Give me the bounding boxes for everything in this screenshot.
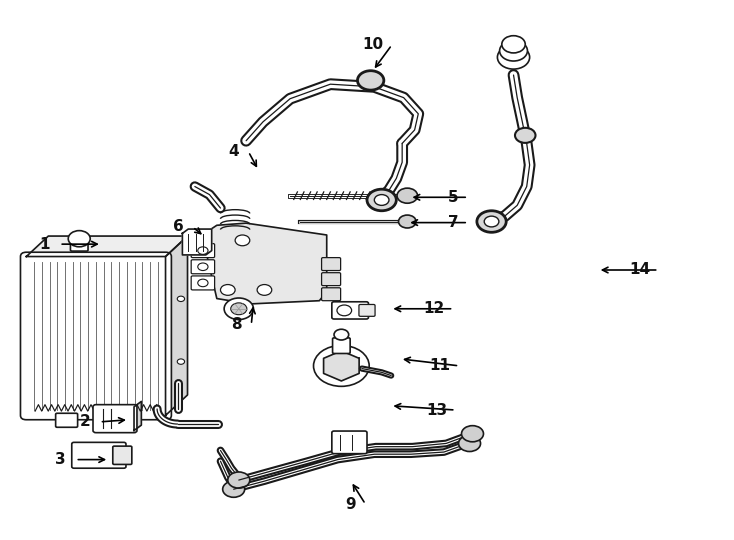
FancyBboxPatch shape	[321, 258, 341, 271]
Circle shape	[313, 346, 369, 386]
Circle shape	[397, 188, 418, 203]
Polygon shape	[26, 236, 187, 256]
Circle shape	[68, 231, 90, 247]
Circle shape	[230, 303, 247, 315]
Text: 10: 10	[363, 37, 383, 52]
FancyBboxPatch shape	[56, 413, 78, 427]
Circle shape	[197, 263, 208, 271]
Circle shape	[220, 285, 235, 295]
Polygon shape	[134, 401, 142, 430]
Circle shape	[459, 435, 481, 451]
Text: 4: 4	[228, 144, 239, 159]
Circle shape	[374, 194, 389, 205]
Circle shape	[224, 298, 253, 320]
Circle shape	[235, 235, 250, 246]
Polygon shape	[166, 236, 187, 415]
FancyBboxPatch shape	[70, 241, 88, 251]
Text: 11: 11	[430, 359, 451, 373]
FancyBboxPatch shape	[115, 413, 137, 427]
Text: 14: 14	[629, 262, 650, 278]
Circle shape	[399, 215, 416, 228]
Text: 8: 8	[231, 318, 242, 333]
FancyBboxPatch shape	[113, 446, 132, 464]
Text: 1: 1	[40, 237, 50, 252]
Text: 9: 9	[346, 497, 356, 512]
Circle shape	[197, 247, 208, 254]
FancyBboxPatch shape	[333, 338, 350, 354]
Circle shape	[337, 305, 352, 316]
Polygon shape	[202, 223, 327, 304]
Text: 7: 7	[448, 215, 459, 230]
Text: 2: 2	[79, 414, 90, 429]
Circle shape	[228, 472, 250, 488]
FancyBboxPatch shape	[332, 302, 368, 319]
FancyBboxPatch shape	[321, 288, 341, 301]
Circle shape	[502, 36, 526, 53]
FancyBboxPatch shape	[191, 260, 214, 274]
Circle shape	[515, 128, 536, 143]
Circle shape	[222, 481, 244, 497]
Polygon shape	[182, 229, 211, 255]
Text: 3: 3	[56, 452, 66, 467]
Polygon shape	[324, 351, 359, 381]
Circle shape	[177, 296, 184, 301]
Circle shape	[197, 279, 208, 287]
FancyBboxPatch shape	[332, 431, 367, 454]
FancyBboxPatch shape	[359, 305, 375, 316]
Circle shape	[357, 71, 384, 90]
Circle shape	[257, 285, 272, 295]
Circle shape	[334, 329, 349, 340]
Circle shape	[477, 211, 506, 232]
Text: 5: 5	[448, 190, 459, 205]
FancyBboxPatch shape	[72, 442, 126, 468]
Circle shape	[367, 189, 396, 211]
FancyBboxPatch shape	[93, 404, 137, 433]
FancyBboxPatch shape	[21, 252, 172, 420]
FancyBboxPatch shape	[191, 244, 214, 258]
Circle shape	[500, 40, 528, 61]
Circle shape	[484, 216, 499, 227]
Circle shape	[177, 359, 184, 364]
Circle shape	[498, 45, 530, 69]
FancyBboxPatch shape	[191, 276, 214, 290]
Circle shape	[462, 426, 484, 442]
FancyBboxPatch shape	[321, 273, 341, 286]
Text: 13: 13	[426, 402, 447, 417]
Text: 6: 6	[172, 219, 184, 234]
Text: 12: 12	[424, 301, 445, 316]
